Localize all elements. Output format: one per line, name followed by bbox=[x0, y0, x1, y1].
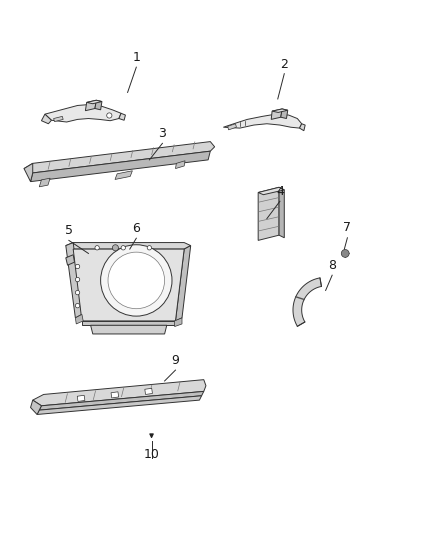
Polygon shape bbox=[24, 163, 33, 182]
Circle shape bbox=[75, 303, 80, 308]
Polygon shape bbox=[271, 109, 282, 119]
Bar bbox=[111, 392, 119, 398]
Polygon shape bbox=[39, 391, 204, 410]
Polygon shape bbox=[272, 109, 288, 112]
Circle shape bbox=[113, 245, 118, 251]
Polygon shape bbox=[87, 100, 102, 104]
Text: 9: 9 bbox=[172, 353, 180, 367]
Polygon shape bbox=[300, 124, 305, 131]
Text: 6: 6 bbox=[132, 222, 140, 235]
Polygon shape bbox=[258, 187, 279, 240]
Polygon shape bbox=[73, 249, 184, 321]
Polygon shape bbox=[95, 100, 102, 110]
Polygon shape bbox=[37, 396, 201, 415]
Circle shape bbox=[108, 252, 165, 309]
Polygon shape bbox=[66, 243, 82, 318]
Polygon shape bbox=[258, 187, 284, 195]
Polygon shape bbox=[176, 161, 185, 168]
Polygon shape bbox=[175, 318, 182, 327]
Text: 3: 3 bbox=[159, 127, 166, 140]
Circle shape bbox=[147, 246, 152, 250]
Circle shape bbox=[75, 290, 80, 295]
Polygon shape bbox=[31, 400, 42, 415]
Polygon shape bbox=[82, 321, 176, 325]
Circle shape bbox=[95, 246, 99, 250]
Polygon shape bbox=[176, 246, 191, 321]
Polygon shape bbox=[31, 151, 210, 182]
Circle shape bbox=[341, 249, 349, 257]
Polygon shape bbox=[293, 278, 321, 326]
Text: 1: 1 bbox=[132, 51, 140, 64]
Bar bbox=[145, 389, 152, 394]
Circle shape bbox=[101, 245, 172, 316]
Circle shape bbox=[121, 246, 125, 250]
Polygon shape bbox=[66, 255, 74, 265]
Bar bbox=[77, 395, 85, 401]
Polygon shape bbox=[45, 104, 121, 122]
Polygon shape bbox=[66, 243, 191, 249]
Polygon shape bbox=[119, 114, 125, 120]
Polygon shape bbox=[223, 114, 302, 128]
Circle shape bbox=[75, 264, 80, 269]
Polygon shape bbox=[75, 314, 83, 324]
Polygon shape bbox=[39, 178, 50, 187]
Text: 10: 10 bbox=[144, 448, 159, 461]
Text: 7: 7 bbox=[343, 221, 351, 235]
Polygon shape bbox=[33, 379, 206, 406]
Circle shape bbox=[107, 113, 112, 118]
Text: 8: 8 bbox=[328, 259, 336, 272]
Polygon shape bbox=[115, 171, 132, 180]
Polygon shape bbox=[85, 100, 96, 111]
Polygon shape bbox=[279, 187, 284, 238]
Polygon shape bbox=[281, 109, 288, 118]
Text: 4: 4 bbox=[276, 185, 284, 198]
Polygon shape bbox=[53, 116, 63, 122]
Circle shape bbox=[75, 277, 80, 282]
Text: 5: 5 bbox=[65, 224, 73, 237]
Text: 2: 2 bbox=[280, 58, 288, 71]
Polygon shape bbox=[42, 114, 51, 124]
Polygon shape bbox=[24, 142, 215, 173]
Polygon shape bbox=[228, 124, 237, 130]
Polygon shape bbox=[91, 325, 167, 334]
